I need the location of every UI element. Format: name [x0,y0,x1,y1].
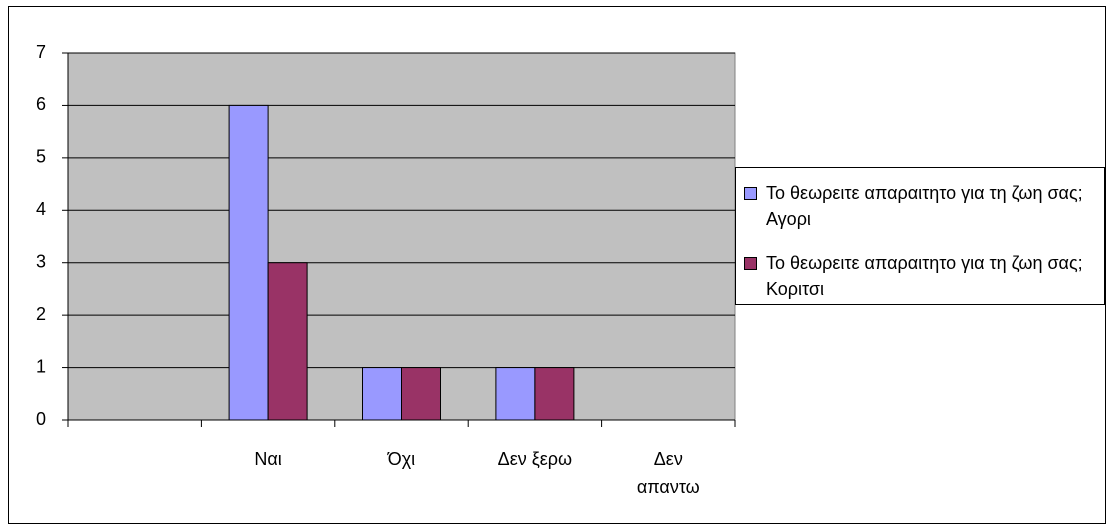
y-tick-label: 2 [36,304,46,324]
legend-entry: Το θεωρειτε απαραιτητο για τη ζωη σας; Κ… [736,250,1096,302]
y-tick-label: 3 [36,251,46,271]
y-tick-label: 1 [36,356,46,376]
y-tick-label: 4 [36,199,46,219]
bar [362,367,402,421]
y-tick-label: 6 [36,94,46,114]
x-tick-label: Δεν ξερω [498,449,572,469]
y-tick-label: 0 [36,409,46,429]
plot-area [67,52,736,421]
legend: Το θεωρειτε απαραιτητο για τη ζωη σας; Α… [735,167,1105,305]
x-tick-label: Ναι [254,449,281,469]
legend-swatch [744,187,757,200]
bar [401,367,441,421]
bar [495,367,536,421]
y-tick-label: 5 [36,147,46,167]
legend-label: Το θεωρειτε απαραιτητο για τη ζωη σας; Κ… [766,253,1083,299]
legend-swatch [744,257,757,270]
bar [534,367,575,421]
legend-entry: Το θεωρειτε απαραιτητο για τη ζωη σας; Α… [736,180,1096,232]
bar [267,262,308,421]
legend-label: Το θεωρειτε απαραιτητο για τη ζωη σας; Α… [766,183,1083,229]
x-tick-label: Όχι [387,449,415,469]
x-tick-label: Δεν απαντω [637,449,700,497]
bar [228,104,269,421]
y-tick-label: 7 [36,42,46,62]
